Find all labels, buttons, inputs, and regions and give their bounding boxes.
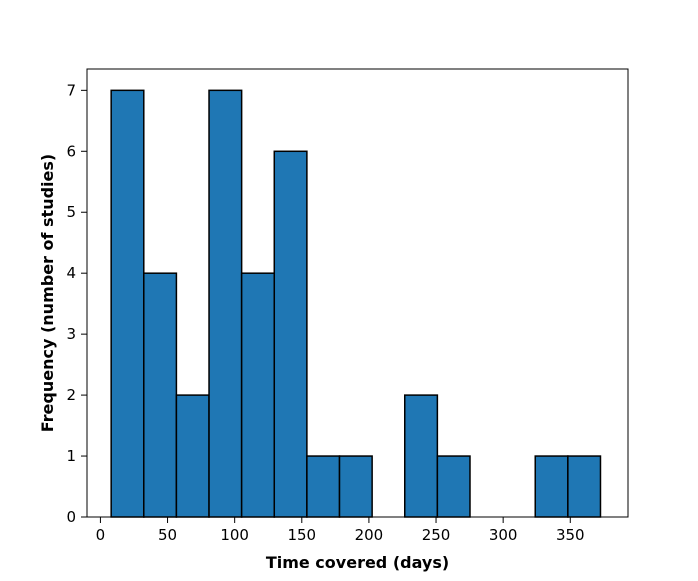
histogram-bar xyxy=(567,455,602,518)
histogram-bar xyxy=(436,455,471,518)
y-tick-label: 7 xyxy=(66,81,76,99)
x-axis-label: Time covered (days) xyxy=(266,553,449,572)
y-tick-label: 6 xyxy=(66,142,76,160)
histogram-bar xyxy=(143,272,178,518)
x-tick-label: 150 xyxy=(287,526,316,544)
histogram-bar xyxy=(273,150,308,518)
histogram-bar xyxy=(404,394,439,518)
y-tick-label: 0 xyxy=(66,508,76,526)
x-tick-label: 100 xyxy=(220,526,249,544)
x-tick-label: 200 xyxy=(355,526,384,544)
x-tick-label: 250 xyxy=(422,526,451,544)
y-tick-label: 1 xyxy=(66,447,76,465)
y-tick-label: 5 xyxy=(66,203,76,221)
histogram-bar xyxy=(338,455,373,518)
histogram-bar xyxy=(240,272,276,518)
histogram-bar xyxy=(534,455,569,518)
x-tick-label: 350 xyxy=(556,526,585,544)
histogram-bar xyxy=(110,89,145,518)
bars-group xyxy=(110,89,602,518)
histogram-bar xyxy=(306,455,341,518)
y-tick-label: 4 xyxy=(66,264,76,282)
histogram-bar xyxy=(208,89,243,518)
histogram-bar xyxy=(175,394,210,518)
y-tick-label: 3 xyxy=(66,325,76,343)
y-tick-label: 2 xyxy=(66,386,76,404)
x-tick-label: 0 xyxy=(96,526,106,544)
plot-area-frame xyxy=(86,68,629,518)
y-axis-label: Frequency (number of studies) xyxy=(38,154,57,432)
x-tick-label: 300 xyxy=(489,526,518,544)
x-tick-label: 50 xyxy=(158,526,177,544)
y-axis: 0 1 2 3 4 5 6 7 xyxy=(66,81,87,526)
x-axis: 0 50 100 150 200 250 300 350 xyxy=(96,517,585,544)
